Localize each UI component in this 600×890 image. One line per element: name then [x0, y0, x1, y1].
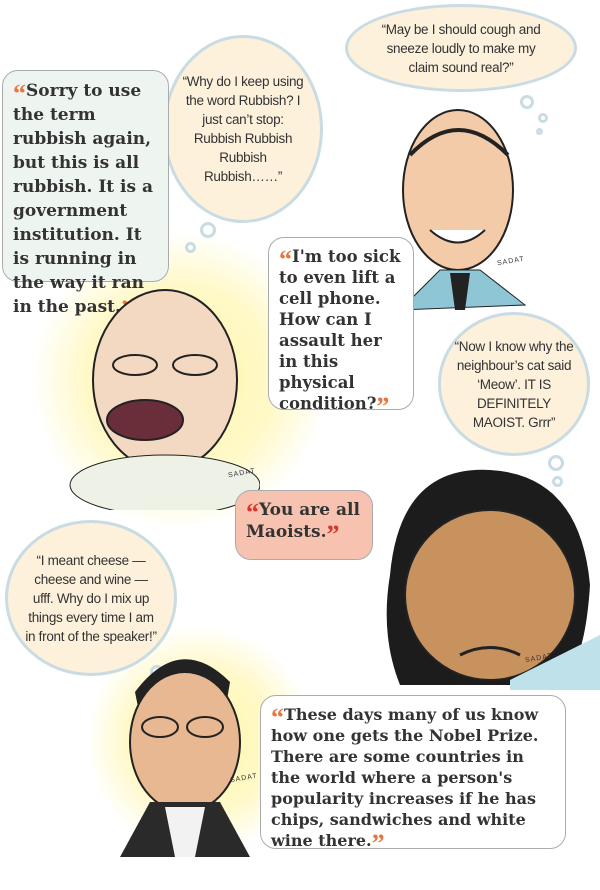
thought-text: “Now I know why the neighbour’s cat said… — [454, 338, 574, 430]
open-quote-icon: “ — [279, 245, 292, 274]
caricature-bald-man-glasses — [69, 289, 260, 510]
open-quote-icon: “ — [13, 79, 26, 108]
speech-bubble-sick: “I'm too sick to even lift a cell phone.… — [268, 237, 414, 420]
thought-dot — [185, 242, 196, 253]
speech-bubble-nobel: “These days many of us know how one gets… — [260, 695, 566, 857]
open-quote-icon: “ — [246, 498, 259, 527]
speech-bubble-maoists: “You are all Maoists.” — [235, 490, 373, 560]
close-quote-icon: ” — [326, 520, 340, 549]
thought-text: “May be I should cough and sneeze loudly… — [381, 21, 541, 75]
thought-dot — [520, 95, 534, 109]
speech-text: These days many of us know how one gets … — [271, 705, 539, 850]
caricature-woman-curly-hair — [386, 469, 600, 690]
speech-bubble-rubbish: “Sorry to use the term rubbish again, bu… — [2, 70, 169, 323]
close-quote-icon: ” — [376, 392, 390, 421]
speech-text: Sorry to use the term rubbish again, but… — [13, 81, 154, 317]
speech-text: I'm too sick to even lift a cell phone. … — [279, 247, 401, 413]
thought-dot — [552, 476, 563, 487]
thought-bubble-rubbish: “Why do I keep using the word Rubbish? I… — [163, 35, 323, 223]
thought-dot — [200, 222, 216, 238]
open-quote-icon: “ — [271, 703, 284, 732]
close-quote-icon: ” — [371, 829, 385, 858]
thought-text: “I meant cheese — cheese and wine — ufff… — [25, 552, 157, 644]
thought-dot — [536, 128, 543, 135]
thought-bubble-cough: “May be I should cough and sneeze loudly… — [345, 4, 577, 92]
thought-dot — [548, 455, 564, 471]
thought-text: “Why do I keep using the word Rubbish? I… — [182, 74, 304, 184]
thought-bubble-cheese: “I meant cheese — cheese and wine — ufff… — [5, 520, 177, 676]
caricature-smiling-man — [398, 109, 527, 311]
thought-dot — [538, 113, 548, 123]
speech-text: You are all Maoists. — [246, 500, 360, 542]
thought-bubble-meow: “Now I know why the neighbour’s cat said… — [438, 312, 590, 456]
caricature-man-glasses-vest — [120, 659, 250, 857]
